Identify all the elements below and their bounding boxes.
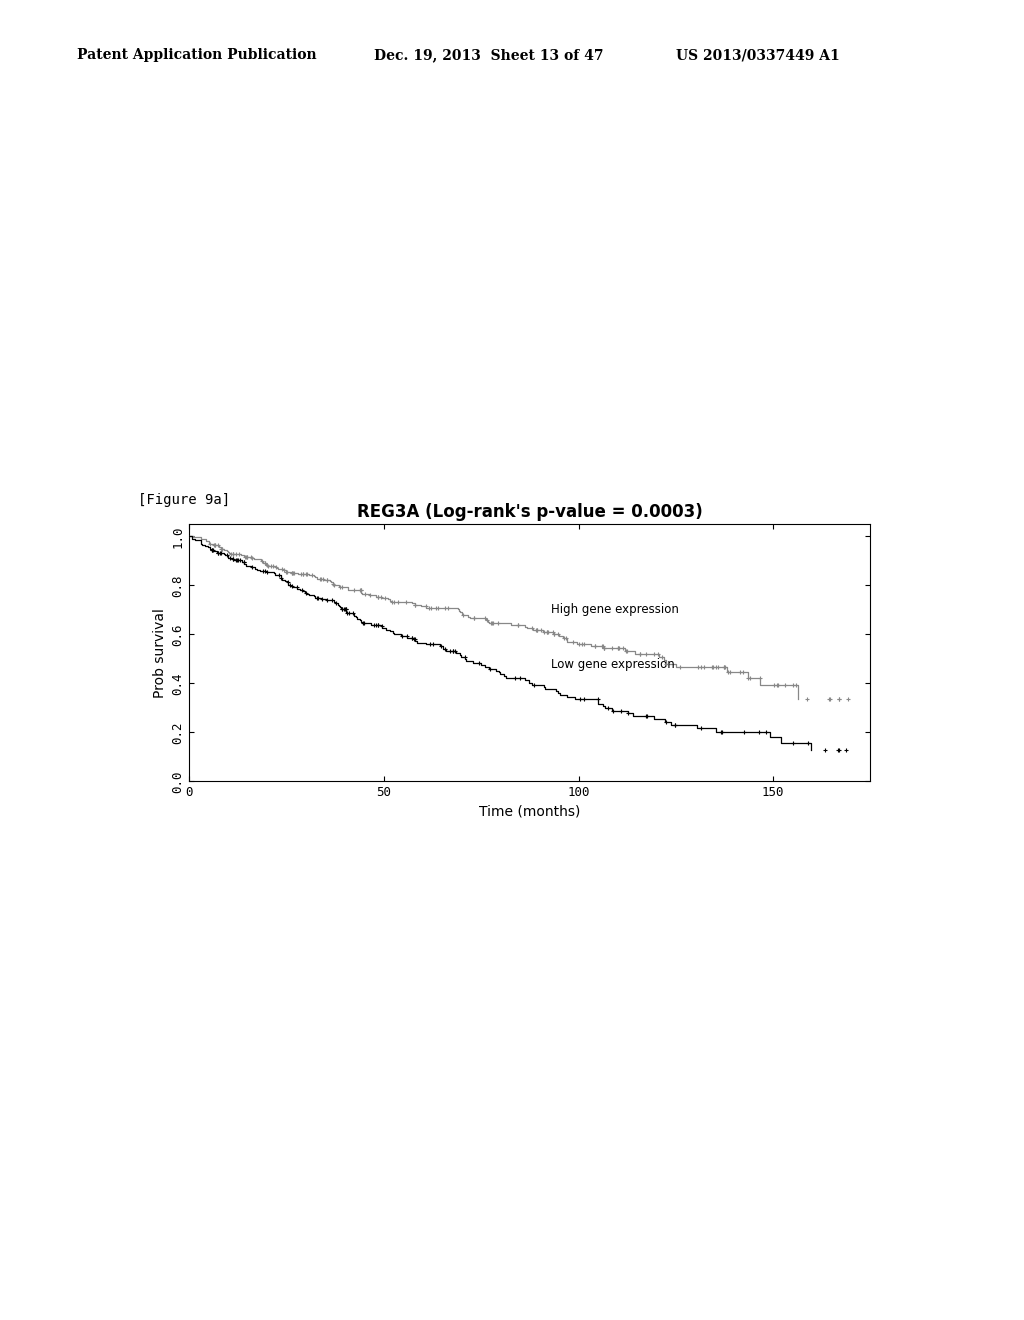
Text: US 2013/0337449 A1: US 2013/0337449 A1	[676, 49, 840, 62]
Y-axis label: Prob survival: Prob survival	[154, 607, 167, 698]
X-axis label: Time (months): Time (months)	[479, 805, 581, 818]
Text: [Figure 9a]: [Figure 9a]	[138, 494, 230, 507]
Text: High gene expression: High gene expression	[551, 603, 679, 616]
Text: Patent Application Publication: Patent Application Publication	[77, 49, 316, 62]
Title: REG3A (Log-rank's p-value = 0.0003): REG3A (Log-rank's p-value = 0.0003)	[357, 503, 702, 521]
Text: Dec. 19, 2013  Sheet 13 of 47: Dec. 19, 2013 Sheet 13 of 47	[374, 49, 603, 62]
Text: Low gene expression: Low gene expression	[551, 659, 675, 672]
